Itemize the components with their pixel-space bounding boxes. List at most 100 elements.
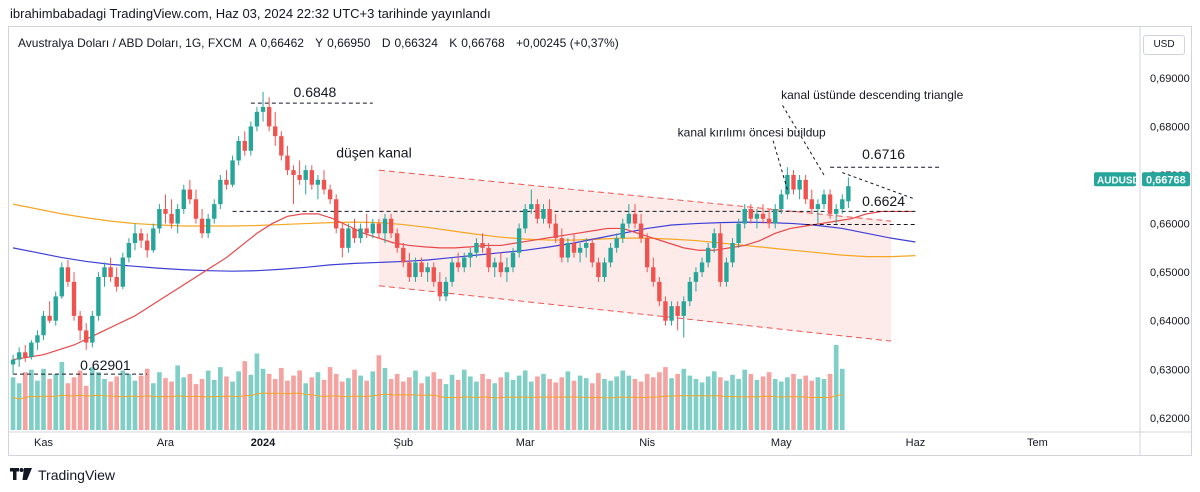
candle (35, 330, 40, 350)
volume-bar (132, 380, 138, 430)
candle (218, 175, 223, 209)
volume-bar (303, 383, 309, 430)
price-tag-text: 0,66768 (1146, 174, 1186, 186)
volume-bar (114, 376, 120, 430)
candle-body (516, 228, 522, 253)
candle-body (163, 209, 168, 214)
open-value: A 0,66462 (248, 36, 304, 50)
candle-body (474, 243, 479, 253)
candle-body (651, 267, 656, 282)
annotation-pointer (772, 140, 788, 190)
annotation-label: 0.6624 (862, 193, 905, 209)
candle (334, 194, 339, 234)
candle (571, 233, 577, 258)
volume-bar (498, 377, 504, 430)
candle (474, 238, 479, 258)
tradingview-brand[interactable]: TradingView (38, 467, 116, 483)
volume-bar (315, 372, 321, 430)
candle (840, 194, 845, 214)
volume-bar (407, 377, 412, 430)
volume-bar (529, 381, 534, 430)
candle (596, 257, 601, 282)
candle-body (712, 233, 717, 248)
volume-bar (803, 375, 809, 430)
volume-bar (571, 380, 577, 430)
candle (559, 228, 565, 263)
volume-bar (138, 375, 144, 430)
candle-body (437, 281, 443, 297)
volume-bar (16, 383, 22, 430)
candle-body (65, 267, 71, 282)
candle-body (705, 247, 711, 263)
volume-bar (821, 379, 827, 430)
volume-bar (516, 375, 522, 430)
change-value: +0,00245 (+0,37%) (515, 36, 619, 50)
candle (90, 311, 95, 348)
candle-body (425, 267, 430, 273)
volume-bar (504, 372, 510, 430)
price-tag (1142, 172, 1190, 187)
annotation-label: 0.62901 (80, 357, 131, 373)
volume-bar (724, 380, 729, 430)
candle (175, 204, 180, 234)
volume-bar (510, 379, 516, 430)
volume-bar (102, 379, 107, 430)
candle-body (779, 194, 784, 209)
volume-bar (474, 381, 479, 430)
candle-body (297, 175, 302, 180)
volume-bar (620, 370, 626, 430)
volume-bar (22, 372, 28, 430)
candle (712, 228, 717, 253)
candle-body (663, 301, 668, 321)
candle-body (102, 267, 107, 277)
volume-bar (791, 373, 796, 430)
channel-upper-line (378, 169, 892, 222)
candle (718, 223, 723, 287)
candle (797, 175, 802, 200)
candle (376, 218, 382, 239)
volume-bar (71, 377, 77, 430)
candle (285, 145, 290, 175)
candle (468, 247, 473, 268)
candle-body (718, 233, 723, 282)
volume-bar (754, 379, 760, 430)
candle-body (230, 160, 235, 185)
candle-body (791, 175, 796, 190)
candle-body (41, 315, 46, 336)
candle (510, 247, 516, 273)
candle (827, 189, 833, 219)
candle-body (382, 218, 388, 234)
volume-bar (400, 381, 406, 430)
volume-bar (339, 381, 345, 430)
currency-button[interactable]: USD (1143, 35, 1185, 55)
candle (590, 238, 595, 268)
volume-bar (577, 375, 583, 430)
volume-bar (455, 379, 461, 430)
candle-body (291, 170, 296, 175)
volume-bar (358, 375, 363, 430)
candle (687, 277, 693, 307)
volume-bar (376, 355, 382, 430)
candle-body (376, 223, 382, 234)
candle (425, 262, 430, 282)
volume-bar (279, 367, 284, 430)
candle-body (687, 281, 693, 302)
candle (16, 347, 22, 367)
volume-bar (602, 379, 607, 430)
candle-body (681, 301, 686, 316)
candle (547, 199, 552, 229)
candle-body (443, 281, 449, 297)
candle (102, 262, 107, 287)
candle-body (120, 257, 125, 287)
tradingview-logo-icon[interactable] (10, 467, 32, 483)
volume-bar (53, 373, 59, 430)
volume-bar (218, 367, 223, 430)
candle (315, 175, 321, 200)
candle (47, 301, 52, 324)
candle-body (486, 247, 491, 268)
volume-bar (224, 376, 229, 430)
candle-body (760, 213, 766, 219)
volume-bar (437, 379, 443, 430)
candle (529, 189, 534, 214)
